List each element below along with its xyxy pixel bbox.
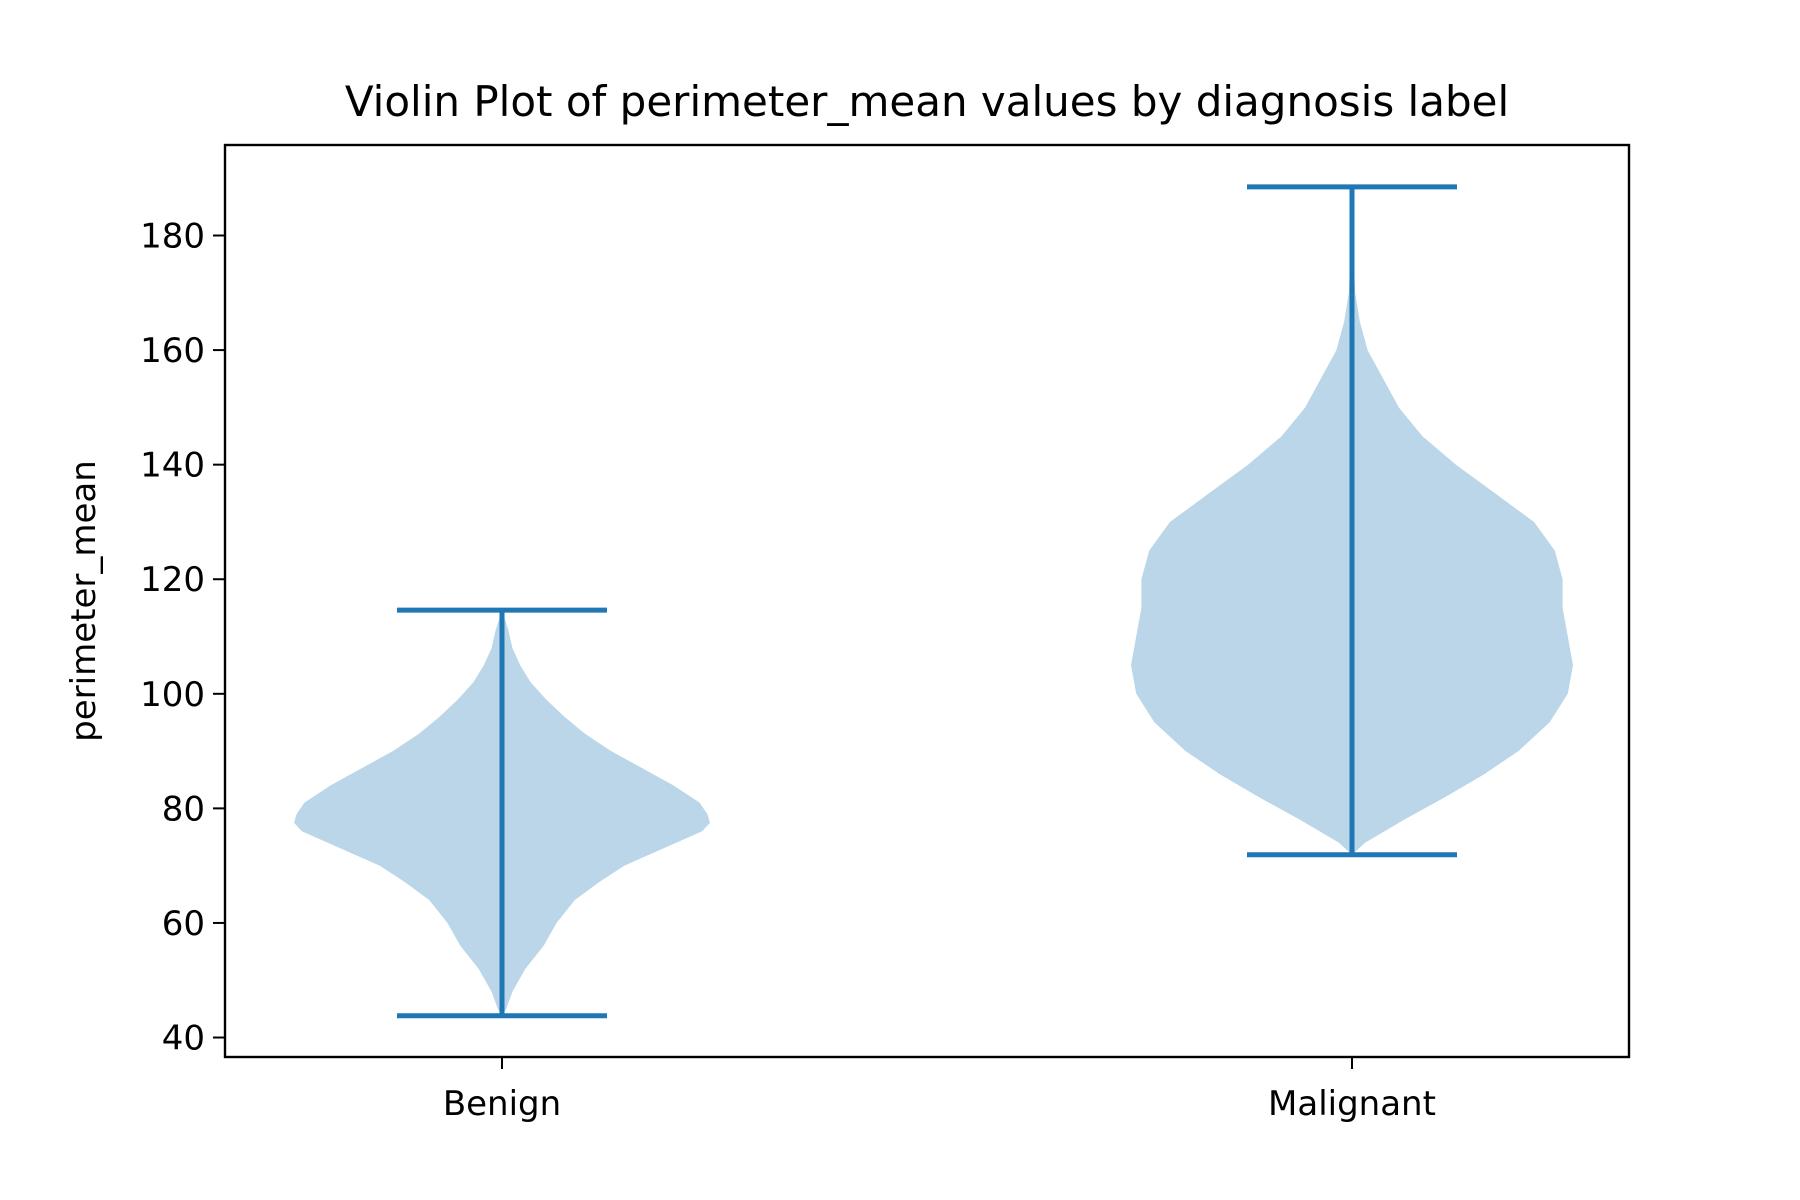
y-tick-label: 180: [140, 217, 205, 257]
y-tick-label: 60: [162, 904, 205, 944]
y-axis-label: perimeter_mean: [64, 460, 104, 742]
x-tick-label-malignant: Malignant: [1268, 1084, 1436, 1124]
y-tick-label: 100: [140, 675, 205, 715]
y-tick-label: 40: [162, 1019, 205, 1059]
y-tick-label: 80: [162, 789, 205, 829]
x-axis: Benign Malignant: [443, 1057, 1436, 1124]
y-tick-label: 120: [140, 560, 205, 600]
y-tick-label: 160: [140, 331, 205, 371]
x-tick-label-benign: Benign: [443, 1084, 561, 1124]
y-tick-label: 140: [140, 446, 205, 486]
plot-area-frame: [223, 143, 1631, 1059]
chart-title: Violin Plot of perimeter_mean values by …: [345, 77, 1509, 126]
violins-layer: [294, 184, 1573, 1019]
y-axis: 40 60 80 100 120 140 160 180: [140, 217, 225, 1059]
